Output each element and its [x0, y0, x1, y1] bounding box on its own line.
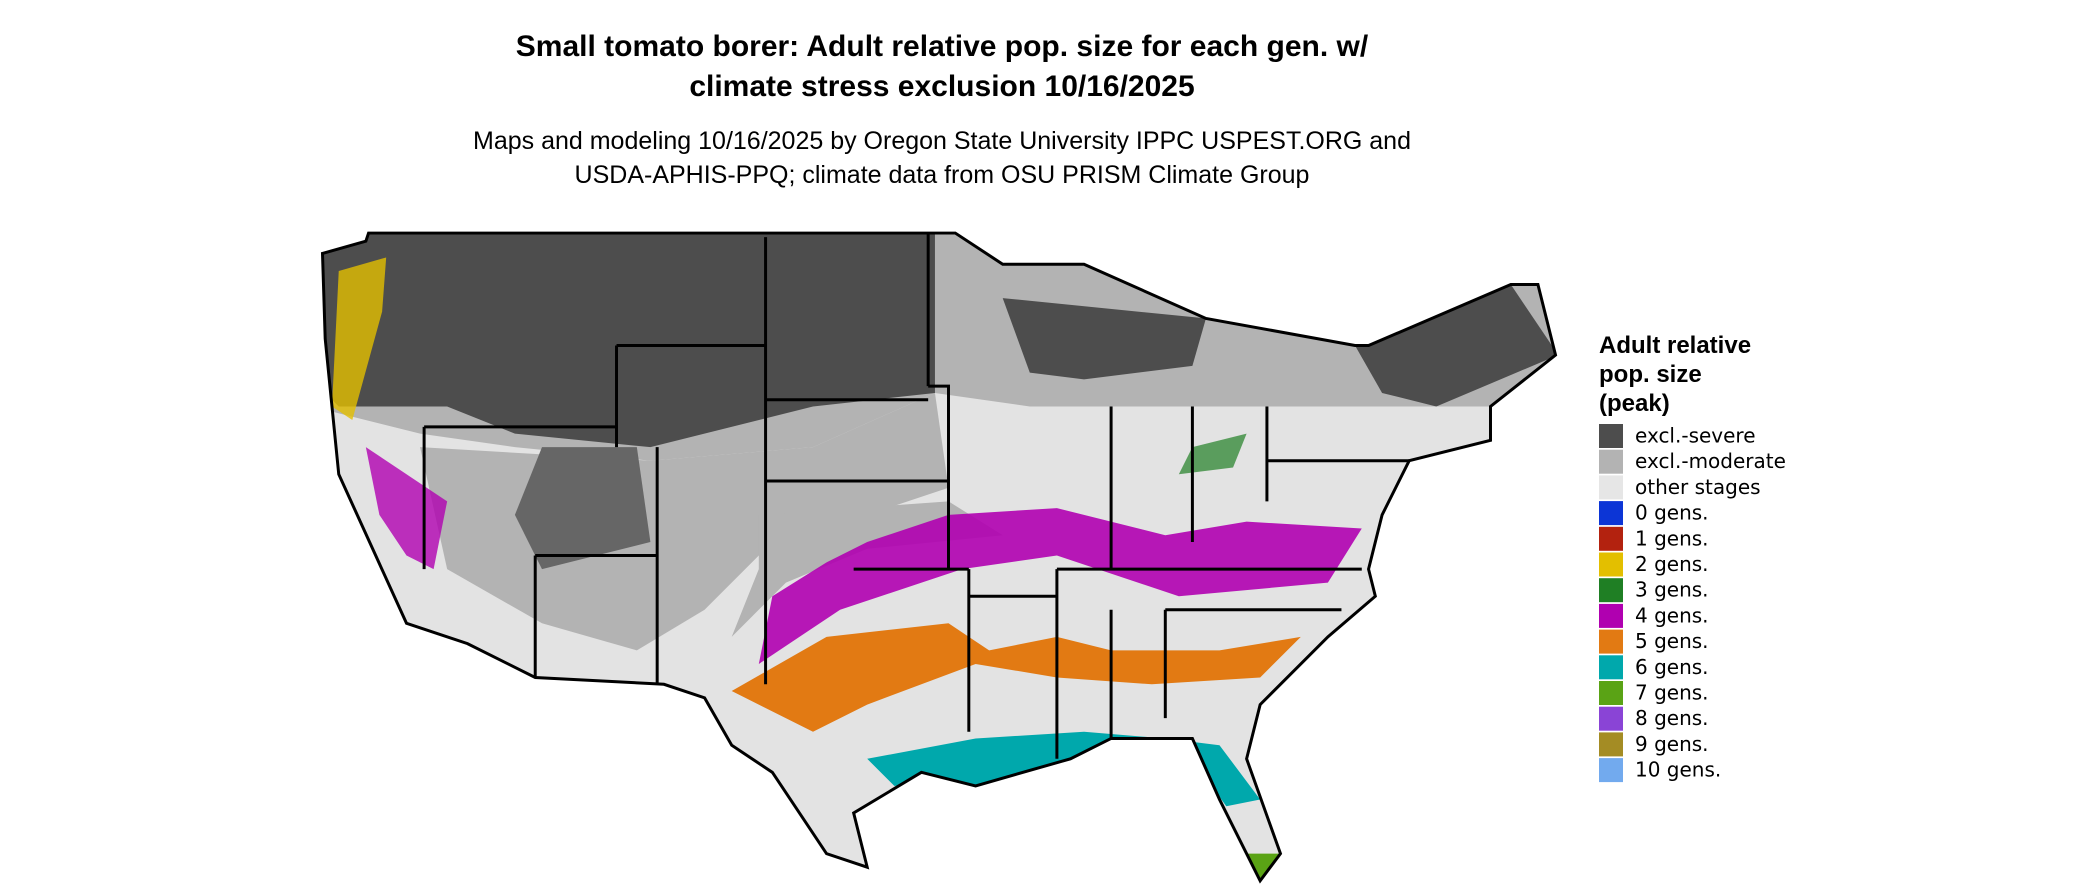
legend-label: 1 gens. [1635, 526, 1709, 550]
legend-label: 7 gens. [1635, 681, 1709, 705]
legend-title: pop. size [1599, 361, 1702, 388]
map [320, 231, 1558, 884]
legend-title: (peak) [1599, 390, 1670, 417]
legend-swatch [1599, 681, 1623, 705]
legend-swatch [1599, 526, 1623, 551]
legend-swatch [1599, 501, 1623, 526]
legend-label: 5 gens. [1635, 629, 1709, 653]
state-borders [320, 231, 1558, 884]
gens-5-band [731, 623, 1301, 732]
legend-label: 3 gens. [1635, 578, 1709, 602]
subtitle: USDA-APHIS-PPQ; climate data from OSU PR… [575, 161, 1310, 189]
legend-swatch [1599, 758, 1623, 783]
legend-label: 4 gens. [1635, 603, 1709, 627]
legend-swatch [1599, 552, 1623, 577]
legend-title: Adult relative [1599, 332, 1751, 359]
title: climate stress exclusion 10/16/2025 [689, 70, 1194, 103]
severe-region [1002, 298, 1206, 380]
subtitle: Maps and modeling 10/16/2025 by Oregon S… [473, 127, 1411, 155]
legend-swatch [1599, 449, 1623, 474]
severe-region [514, 447, 651, 570]
legend-swatch [1599, 475, 1623, 500]
legend-label: excl.-severe [1635, 424, 1756, 448]
gens-4-band [758, 508, 1362, 664]
legend-swatch [1599, 629, 1623, 654]
legend-label: 2 gens. [1635, 552, 1709, 576]
severe-region [1355, 284, 1556, 407]
legend-label: 6 gens. [1635, 655, 1709, 679]
legend-swatch [1599, 655, 1623, 680]
gens-3-band [1178, 433, 1247, 475]
severe-region [322, 233, 935, 448]
legend-label: 8 gens. [1635, 706, 1709, 730]
legend-swatch [1599, 578, 1623, 603]
legend-swatch [1599, 603, 1623, 628]
legend-label: 9 gens. [1635, 732, 1709, 756]
legend-swatch [1599, 424, 1623, 448]
legend-label: other stages [1635, 475, 1761, 499]
gens-4-band [365, 447, 448, 570]
title: Small tomato borer: Adult relative pop. … [516, 30, 1369, 63]
titles: Small tomato borer: Adult relative pop. … [473, 30, 1411, 189]
legend-label: 10 gens. [1635, 758, 1721, 782]
legend-swatch [1599, 706, 1623, 731]
legend-label: 0 gens. [1635, 501, 1709, 525]
gens-7-band [1246, 853, 1281, 881]
legend-swatch [1599, 732, 1623, 757]
gens-2-band [331, 257, 387, 421]
legend-label: excl.-moderate [1635, 449, 1786, 473]
